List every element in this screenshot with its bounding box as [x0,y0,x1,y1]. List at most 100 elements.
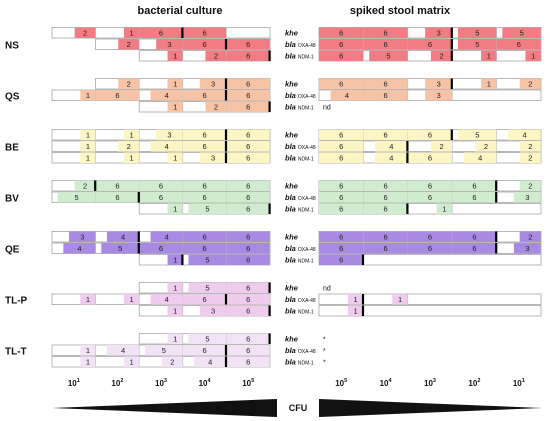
culture-detection-limit-bar [268,203,271,214]
header-spiked-stool-matrix: spiked stool matrix [350,5,451,17]
replicate-count: 6 [203,91,207,100]
stool-cell-fill [430,50,453,61]
replicate-count: 6 [246,91,250,100]
replicate-count: 6 [384,244,388,253]
stool-axis-tick: 104 [380,378,393,388]
replicate-count: 6 [472,244,476,253]
replicate-count: 6 [246,182,250,191]
culture-cell-fill [139,243,183,254]
replicate-count: 1 [86,91,90,100]
replicate-count: 6 [246,244,250,253]
culture-cell-fill [226,192,270,203]
stool-cell-fill [463,152,497,163]
culture-cell-fill [226,356,270,367]
replicate-count: 5 [118,244,122,253]
replicate-count: 6 [384,80,388,89]
stool-cell-fill [519,78,541,89]
stool-cell-fill [347,294,364,305]
culture-cell-fill [118,141,140,152]
culture-axis-tick: 104 [199,378,212,388]
gene-label: bla NDM-1 [285,52,314,61]
replicate-count: 6 [246,335,250,344]
replicate-count: 1 [487,80,491,89]
replicate-count: 6 [339,80,343,89]
replicate-count: 3 [525,244,529,253]
gene-label: khe [285,29,298,38]
stool-cell-fill [363,39,408,50]
culture-cell-fill [156,39,183,50]
stool-cell-fill [407,192,453,203]
replicate-count: 6 [384,131,388,140]
gene-label: bla OXA-48 [285,91,316,100]
gene-label: bla OXA-48 [285,142,316,151]
stool-cell-fill [319,243,364,254]
culture-cell-fill [80,152,96,163]
culture-cell-fill [226,305,270,316]
replicate-count: 2 [127,80,131,89]
replicate-count: 6 [384,91,388,100]
culture-cell-fill [182,192,227,203]
replicate-count: 6 [428,131,432,140]
replicate-count: 4 [77,244,81,253]
stool-cell-fill [374,152,408,163]
culture-cell-fill [226,345,270,356]
stool-cell-fill [481,78,497,89]
stool-detection-limit-bar [495,192,498,203]
replicate-count: 6 [384,182,388,191]
stool-cell-fill [319,152,364,163]
stool-cell-fill [457,27,497,38]
stool-detection-limit-bar [361,254,365,265]
culture-cell-fill [123,356,140,367]
replicate-count: 6 [203,346,207,355]
stool-detection-limit-bar [450,39,453,50]
replicate-count: 4 [165,142,169,151]
culture-cell-fill [123,294,140,305]
replicate-count: 6 [339,131,343,140]
culture-cell-fill [226,180,270,191]
replicate-count: 6 [203,193,207,202]
stool-cell-fill [519,141,541,152]
culture-axis-tick: 103 [155,378,167,388]
culture-cell-fill [74,27,96,38]
replicate-count: 4 [478,154,482,163]
stool-cell-fill [425,78,453,89]
culture-cell-fill [139,180,183,191]
replicate-count: 6 [246,307,250,316]
replicate-count: 6 [115,91,119,100]
stool-cell-fill [407,231,453,242]
replicate-count: 6 [246,295,250,304]
culture-cell-fill [57,192,96,203]
replicate-count: 6 [203,295,207,304]
culture-cell-fill [139,27,183,38]
culture-cell-fill [205,50,227,61]
replicate-count: 3 [211,307,215,316]
gene-label: bla NDM-1 [285,358,314,367]
culture-detection-limit-bar [224,129,228,140]
stool-detection-limit-bar [495,231,498,242]
replicate-count: 1 [173,52,177,61]
stool-cell-fill [319,192,364,203]
replicate-count: 6 [339,29,343,38]
replicate-count: 6 [246,358,250,367]
culture-detection-limit-bar [224,294,228,305]
culture-detection-limit-bar [268,282,271,293]
culture-cell-fill [80,356,96,367]
culture-detection-limit-bar [268,101,271,112]
gene-label: khe [285,182,298,191]
replicate-count: 3 [437,29,441,38]
culture-cell-fill [74,180,96,191]
no-detection-note: * [323,360,326,367]
gene-label: bla NDM-1 [285,205,314,214]
stool-detection-limit-bar [450,129,453,140]
group-label: TL-T [5,346,27,357]
replicate-count: 1 [173,335,177,344]
culture-cell-fill [167,152,183,163]
replicate-count: 2 [83,182,87,191]
culture-cell-fill [167,305,183,316]
replicate-count: 6 [246,205,250,214]
replicate-count: 5 [205,256,209,265]
stool-row-frame [318,293,542,305]
culture-cell-fill [101,243,140,254]
stool-axis-tick: 101 [513,378,525,388]
stool-cell-fill [319,203,364,214]
